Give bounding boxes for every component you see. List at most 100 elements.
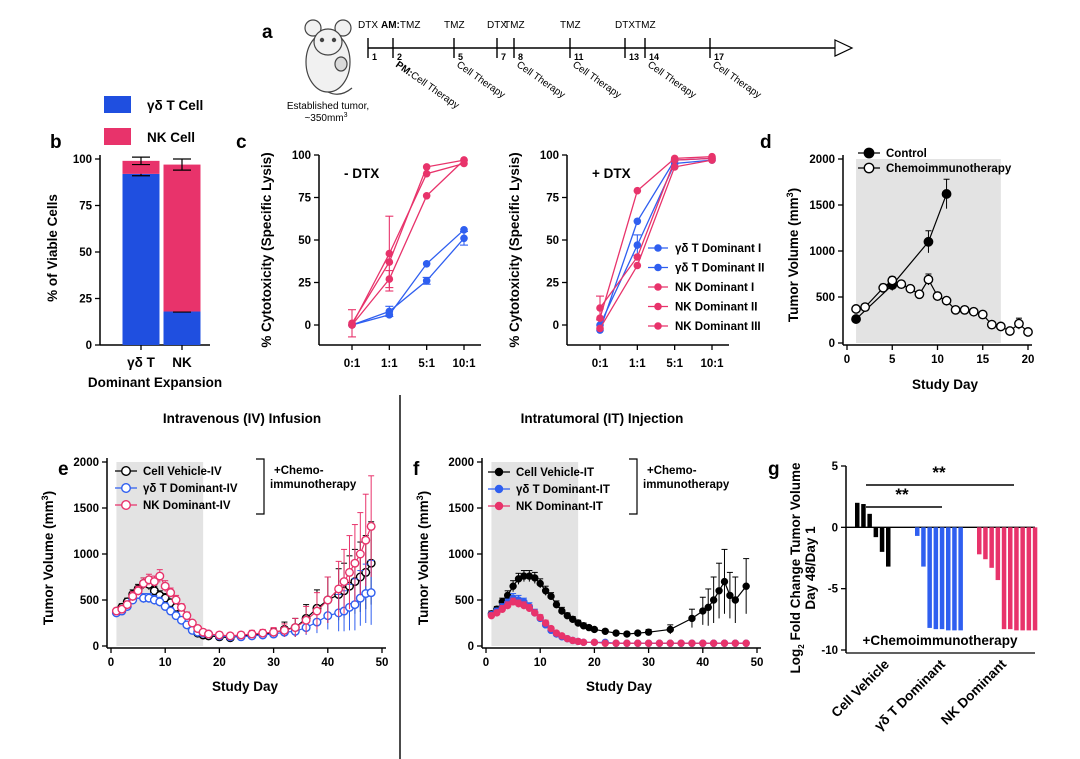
panel-f-point — [699, 639, 707, 647]
panel-g-bar — [946, 527, 951, 631]
panel-e-point — [176, 602, 186, 612]
panel-d-xtick-label: 10 — [931, 354, 944, 366]
panel-g-bar — [927, 527, 932, 628]
panel-c-left-point — [385, 258, 394, 266]
panel-c-left-point — [460, 234, 468, 243]
panel-e-point — [269, 627, 279, 637]
panel-c-left-point — [422, 192, 431, 200]
panel-c-right-category-label: 0:1 — [592, 358, 609, 370]
panel-f-ytick-label: 1500 — [448, 503, 474, 515]
panel-c-left-ylabel: % Cytotoxicity (Specific Lysis) — [259, 152, 274, 347]
panel-e-point — [355, 549, 365, 559]
panel-f-point — [720, 639, 729, 647]
panel-d-point — [941, 189, 952, 199]
panel-f-point — [525, 604, 534, 612]
panel-e-ylabel: Tumor Volume (mm3) — [40, 491, 56, 625]
panel-b-legend-label: γδ T Cell — [147, 98, 203, 113]
panel-e-xlabel: Study Day — [212, 679, 279, 694]
panel-f-xtick-label: 20 — [588, 657, 601, 669]
panel-e-point — [290, 623, 300, 633]
timeline-treatment-label: DTX — [615, 20, 635, 31]
panel-e-point — [366, 521, 376, 531]
panel-d-xtick-label: 20 — [1022, 354, 1035, 366]
timeline-day-label: 14 — [649, 52, 659, 62]
panel-b-legend-label: NK Cell — [147, 130, 195, 145]
panel-g-bar — [995, 527, 1001, 581]
panel-c-left-series-line — [351, 159, 465, 324]
panel-e-point — [350, 600, 360, 610]
panel-f-point — [503, 601, 512, 610]
panel-c-left-ytick-label: 25 — [298, 278, 311, 290]
timeline-day-label: 8 — [518, 52, 523, 62]
panel-d-point — [896, 279, 907, 290]
panel-c-right-point — [596, 304, 604, 312]
panel-d-point — [950, 304, 961, 315]
panel-c-right-legend-marker — [654, 263, 662, 272]
panel-f-point — [579, 638, 588, 647]
panel-f-annotation-line1: +Chemo- — [647, 465, 697, 477]
panel-c-right-point — [670, 156, 679, 164]
timeline-day-label: 7 — [501, 52, 506, 62]
panel-f-point — [731, 639, 740, 647]
panel-f-legend-label: γδ T Dominant-IT — [516, 484, 610, 496]
panel-e-legend-bracket — [256, 458, 265, 515]
panel-c-left-series-line — [351, 159, 465, 326]
panel-c-right-ylabel: % Cytotoxicity (Specific Lysis) — [507, 152, 522, 347]
panel-g-sig-star: ** — [895, 485, 909, 504]
panel-f-point — [726, 591, 734, 600]
panel-b-bar-nk — [122, 160, 160, 174]
panel-c-left-title: - DTX — [344, 166, 379, 181]
panel-c-right-category-label: 5:1 — [666, 358, 683, 370]
panel-f-point — [699, 607, 707, 615]
panel-e-point — [366, 588, 376, 598]
panel-c-right-legend-marker — [654, 283, 662, 291]
panel-f-ytick-label: 0 — [468, 641, 474, 653]
panel-g-bar — [1008, 527, 1013, 630]
panel-f-point — [536, 613, 544, 622]
panel-f-point — [547, 624, 555, 633]
panel-b-bar-gd — [163, 311, 201, 345]
panel-f-point — [720, 577, 729, 586]
panel-g-annotation: +Chemoimmunotherapy — [863, 633, 1018, 648]
panel-b-ytick-label: 0 — [86, 340, 92, 352]
panel-b-chart: % of Viable Cells Dominant Expansion 0 25… — [45, 96, 222, 390]
panel-d-legend-marker — [863, 147, 875, 159]
panel-e-point — [182, 611, 192, 621]
panel-f-point — [541, 587, 550, 595]
panel-d-point — [914, 289, 925, 300]
panel-f-point — [709, 639, 718, 647]
panel-f-xtick-label: 0 — [483, 657, 489, 669]
panel-g-bar — [1026, 527, 1032, 631]
panel-d-xlabel: Study Day — [912, 377, 979, 392]
panel-d-point — [905, 283, 916, 294]
panel-g-sig-star: ** — [932, 463, 946, 482]
panel-f-point — [531, 574, 539, 582]
panel-e-point — [155, 571, 165, 581]
panel-label-f: f — [413, 459, 420, 480]
panel-c-right-legend-label: NK Dominant I — [675, 282, 754, 294]
panel-label-e: e — [58, 459, 69, 480]
panel-c-right-legend-label: NK Dominant III — [675, 321, 761, 333]
panel-g-bar — [952, 527, 957, 631]
timeline-cell-therapy-label: Cell Therapy — [710, 59, 763, 100]
panel-c-left-category-label: 10:1 — [452, 358, 476, 370]
panel-e-point — [339, 577, 349, 587]
panel-g-bar — [983, 527, 988, 560]
panel-g-bar — [1014, 527, 1019, 631]
panel-d-ytick-label: 1000 — [809, 246, 835, 258]
panel-d-ytick-label: 2000 — [809, 154, 835, 166]
panel-d-point — [860, 302, 870, 313]
panel-e-point — [344, 567, 354, 577]
panel-f-ytick-label: 1000 — [448, 549, 474, 561]
timeline-day-label: 13 — [629, 52, 639, 62]
panel-d-point — [932, 291, 943, 301]
panel-c-right-category-label: 10:1 — [700, 358, 724, 370]
panel-e-annotation-line1: +Chemo- — [274, 465, 324, 477]
panel-e-point — [214, 630, 224, 640]
panel-e-chart: Intravenous (IV) Infusion Tumor Volume (… — [40, 411, 388, 694]
panel-label-a: a — [262, 22, 273, 43]
panel-f-point — [704, 603, 712, 612]
panel-d-point — [959, 304, 970, 315]
panel-c-left-point — [422, 260, 431, 268]
